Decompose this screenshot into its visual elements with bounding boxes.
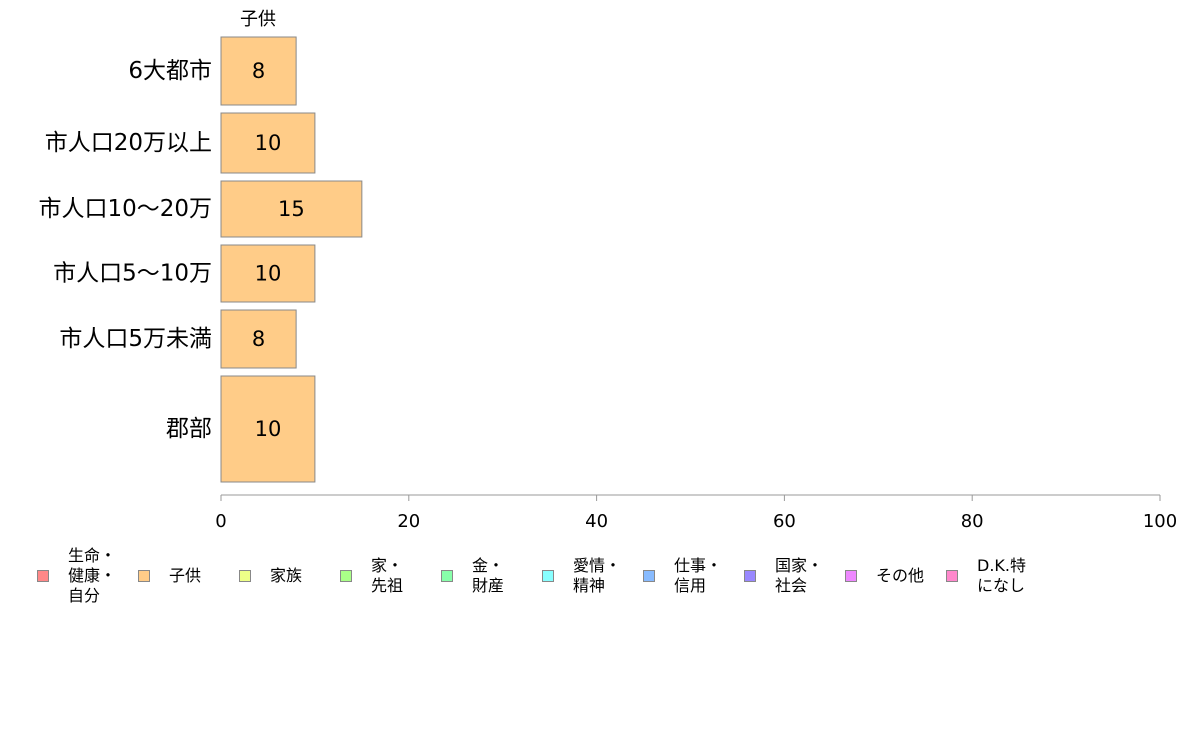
legend-item: 仕事・ 信用 xyxy=(643,544,722,596)
bar xyxy=(220,244,316,303)
legend-item: 家・ 先祖 xyxy=(340,544,403,596)
data-label: 8 xyxy=(252,327,265,351)
x-tick-label: 60 xyxy=(773,511,796,532)
legend-label: 家・ 先祖 xyxy=(371,556,404,595)
legend-swatch xyxy=(946,570,958,582)
data-label: 10 xyxy=(255,262,282,286)
legend-swatch xyxy=(239,570,251,582)
x-tick-label: 100 xyxy=(1143,511,1177,532)
legend-item: 国家・ 社会 xyxy=(744,544,823,596)
legend-item: 生命・ 健康・ 自分 xyxy=(37,544,116,606)
category-label: 市人口5万未満 xyxy=(59,326,212,352)
category-label: 市人口5〜10万 xyxy=(53,261,212,287)
series-label: 子供 xyxy=(240,9,276,30)
data-label: 15 xyxy=(278,197,305,221)
legend-swatch xyxy=(340,570,352,582)
legend-swatch xyxy=(37,570,49,582)
bar xyxy=(220,112,316,174)
category-label: 市人口10〜20万 xyxy=(38,196,212,222)
bar xyxy=(220,309,297,369)
legend-label: 生命・ 健康・ 自分 xyxy=(68,546,117,605)
legend-label: その他 xyxy=(876,566,925,585)
legend-item: 家族 xyxy=(239,544,302,586)
legend-swatch xyxy=(643,570,655,582)
x-tick-label: 0 xyxy=(215,511,226,532)
legend-label: 家族 xyxy=(270,566,303,585)
category-label: 郡部 xyxy=(166,416,212,442)
category-label: 6大都市 xyxy=(128,58,212,84)
legend-label: 子供 xyxy=(169,566,202,585)
bar xyxy=(220,36,297,106)
x-tick-label: 40 xyxy=(585,511,608,532)
legend-item: 愛情・ 精神 xyxy=(542,544,621,596)
legend-label: 愛情・ 精神 xyxy=(573,556,622,595)
legend-label: 国家・ 社会 xyxy=(775,556,824,595)
legend-item: その他 xyxy=(845,544,924,586)
data-label: 10 xyxy=(255,131,282,155)
bar xyxy=(220,180,363,238)
legend-item: D.K.特 になし xyxy=(946,544,1026,596)
data-label: 10 xyxy=(255,417,282,441)
legend-swatch xyxy=(542,570,554,582)
x-axis-ticks: 0 20 40 60 80 100 xyxy=(215,495,1177,532)
legend-label: 仕事・ 信用 xyxy=(674,556,723,595)
data-label: 8 xyxy=(252,59,265,83)
legend-swatch xyxy=(744,570,756,582)
legend-label: D.K.特 になし xyxy=(977,556,1026,595)
legend-swatch xyxy=(138,570,150,582)
bar xyxy=(220,375,316,483)
bars-group: 6大都市 8 市人口20万以上 10 市人口10〜20万 15 市人口5〜10万 10 市人口5… xyxy=(38,36,363,483)
x-tick-label: 20 xyxy=(397,511,420,532)
x-tick-label: 80 xyxy=(961,511,984,532)
legend-item: 子供 xyxy=(138,544,201,586)
legend-label: 金・ 財産 xyxy=(472,556,505,595)
category-label: 市人口20万以上 xyxy=(45,130,212,156)
legend-swatch xyxy=(441,570,453,582)
legend-swatch xyxy=(845,570,857,582)
legend-item: 金・ 財産 xyxy=(441,544,504,596)
